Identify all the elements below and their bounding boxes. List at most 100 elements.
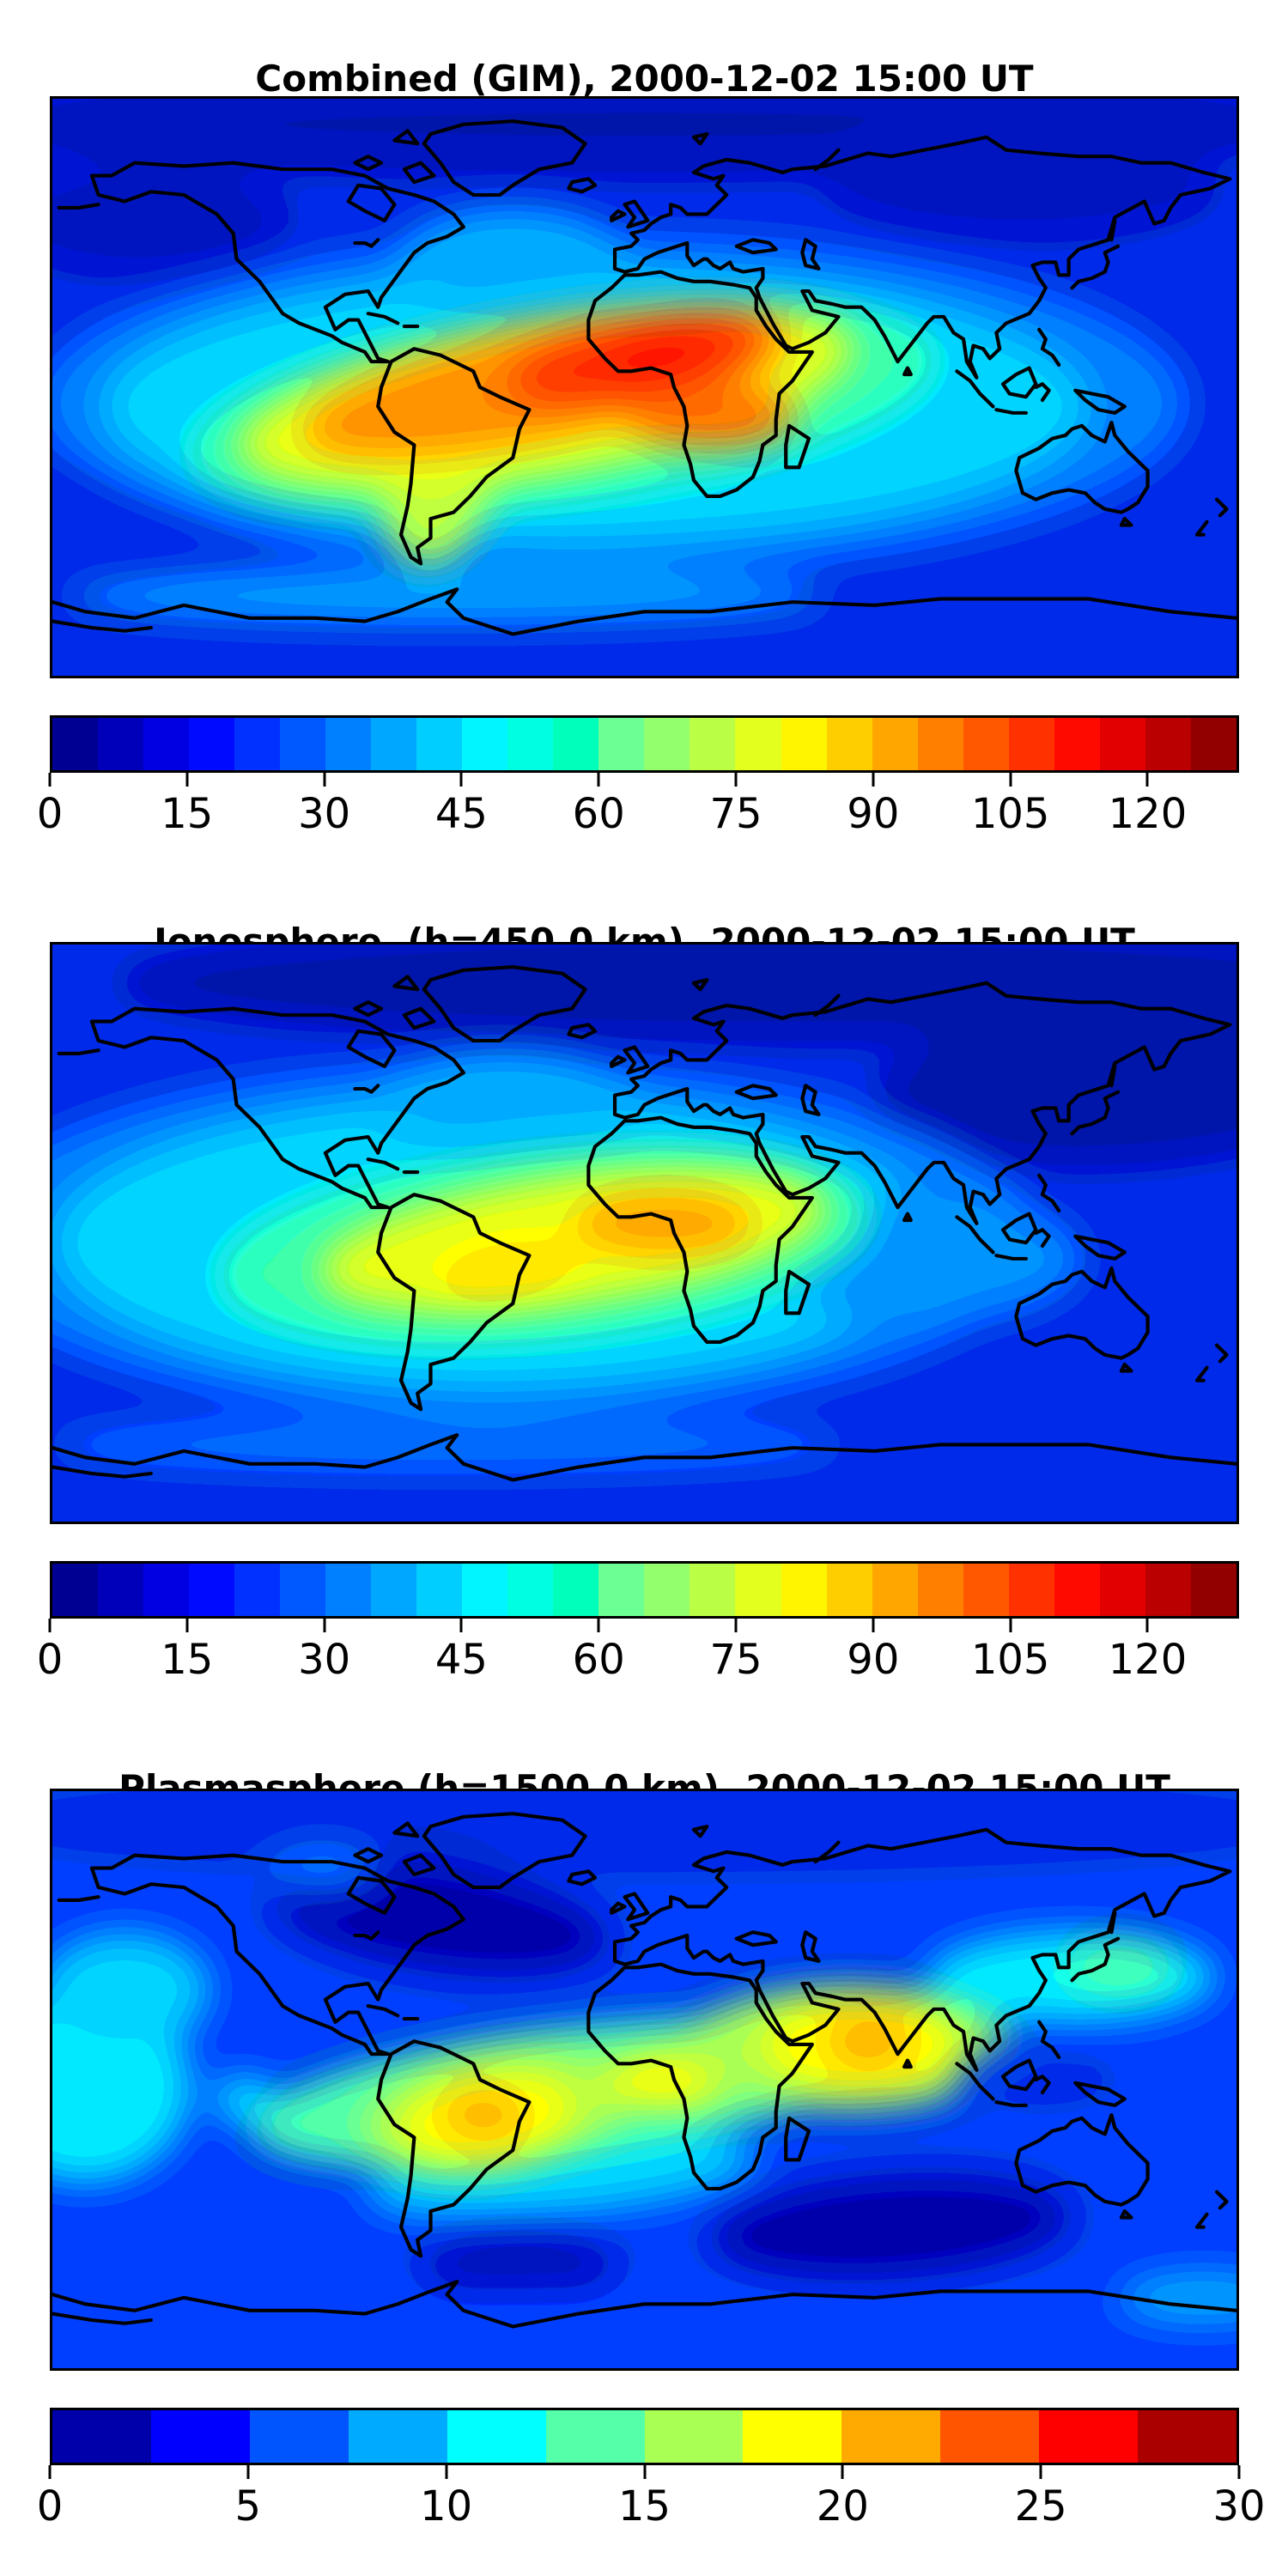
- colorbar-segment: [1008, 718, 1054, 770]
- colorbar-segment: [371, 718, 417, 770]
- colorbar-segment: [416, 1564, 463, 1616]
- colorbar-segment: [963, 718, 1009, 770]
- colorbar-tick: [459, 1619, 463, 1632]
- feature-antarctic-blue-band: [52, 2291, 1236, 2343]
- colorbar-tick: [643, 2465, 646, 2479]
- colorbar-segment: [743, 2410, 842, 2463]
- colorbar-segment: [234, 718, 281, 770]
- colorbar-tick: [597, 1619, 600, 1632]
- colorbar-tick: [1145, 773, 1149, 787]
- colorbar-segment: [781, 1564, 827, 1616]
- colorbar-segment: [1190, 718, 1236, 770]
- colorbar-tick: [445, 2465, 448, 2479]
- colorbar-tick: [459, 773, 463, 787]
- colorbar-combined: [50, 715, 1239, 773]
- feature-north-atlantic-cyan: [374, 1050, 638, 1160]
- colorbar-tick-label: 60: [572, 1636, 625, 1684]
- colorbar-segment: [1099, 1564, 1145, 1616]
- colorbar-segment: [52, 1564, 99, 1616]
- colorbar-segment: [1054, 1564, 1100, 1616]
- colorbar-segment: [98, 718, 144, 770]
- colorbar-segment: [1008, 1564, 1054, 1616]
- colorbar-ticks-plasmasphere: 0 5 10 15 20 25 30: [37, 2465, 1266, 2534]
- colorbar-tick-label: 75: [709, 790, 762, 838]
- colorbar-segment: [150, 2410, 250, 2463]
- colorbar-tick-label: 45: [434, 790, 488, 838]
- colorbar-segment: [940, 2410, 1040, 2463]
- colorbar-segment: [553, 718, 599, 770]
- colorbar-segment: [280, 1564, 326, 1616]
- colorbar-segment: [348, 2410, 447, 2463]
- colorbar-segment: [371, 1564, 417, 1616]
- colorbar-tick-label: 0: [36, 1636, 64, 1684]
- colorbar-tick-label: 15: [161, 1636, 214, 1684]
- contour-field: [52, 945, 1236, 1522]
- colorbar-tick-label: 30: [298, 1636, 351, 1684]
- colorbar-segment: [644, 2410, 744, 2463]
- feature-north-america-atlantic-trough: [270, 1863, 611, 1976]
- colorbar-ticks-combined: 0 15 30 45 60 75 90 105 120: [37, 773, 1239, 841]
- colorbar-segment: [234, 1564, 281, 1616]
- feature-congo-orange: [624, 384, 796, 448]
- colorbar-segment: [735, 718, 781, 770]
- colorbar-segment: [1099, 718, 1145, 770]
- colorbar-tick: [1009, 1619, 1012, 1632]
- colorbar-tick: [872, 773, 875, 787]
- feature-antarctic-lightblue-band: [52, 1419, 842, 1471]
- feature-japan-green: [1059, 1938, 1178, 1996]
- colorbar-tick-label: 105: [970, 790, 1050, 838]
- colorbar-tick-label: 75: [709, 1636, 762, 1684]
- colorbar-ionosphere: [50, 1561, 1239, 1619]
- colorbar-segment: [1039, 2410, 1139, 2463]
- colorbar-tick: [48, 2465, 52, 2479]
- colorbar-segment: [917, 718, 963, 770]
- colorbar-segment: [735, 1564, 781, 1616]
- colorbar-tick-label: 0: [36, 2482, 64, 2530]
- colorbar-tick-label: 120: [1108, 1636, 1188, 1684]
- colorbar-tick: [841, 2465, 844, 2479]
- colorbar-segment: [507, 1564, 554, 1616]
- colorbar-tick: [1039, 2465, 1042, 2479]
- feature-north-polar-low: [118, 945, 1236, 1041]
- colorbar-tick-label: 25: [1014, 2482, 1067, 2530]
- colorbar-tick-label: 5: [234, 2482, 262, 2530]
- feature-north-atlantic-cyan: [394, 207, 632, 324]
- feature-east-pacific-cyan-spot: [213, 2076, 273, 2122]
- colorbar-segment: [143, 718, 190, 770]
- colorbar-segment: [249, 2410, 349, 2463]
- colorbar-tick: [48, 773, 52, 787]
- colorbar-segment: [416, 718, 463, 770]
- contour-field: [52, 1791, 1236, 2368]
- colorbar-segment: [841, 2410, 941, 2463]
- colorbar-tick: [48, 1619, 52, 1632]
- colorbar-segment: [917, 1564, 963, 1616]
- tec-map-ionosphere: [50, 942, 1239, 1524]
- colorbar-tick: [246, 2465, 250, 2479]
- colorbar-tick: [734, 1619, 738, 1632]
- tec-map-combined: [50, 96, 1239, 678]
- colorbar-segment: [189, 718, 235, 770]
- colorbar-segment: [507, 718, 554, 770]
- colorbar-segment: [325, 718, 372, 770]
- feature-west-africa-orange-peak: [572, 1191, 756, 1256]
- colorbar-segment: [1145, 1564, 1191, 1616]
- feature-northeast-pacific-cyan: [52, 1932, 210, 2048]
- colorbar-tick: [872, 1619, 875, 1632]
- colorbar-tick-label: 30: [1212, 2482, 1266, 2530]
- colorbar-tick: [1237, 2465, 1241, 2479]
- feature-north-pacific-low: [52, 162, 293, 279]
- colorbar-segment: [598, 718, 645, 770]
- contour-field: [52, 99, 1236, 676]
- colorbar-segment: [447, 2410, 546, 2463]
- colorbar-plasmasphere: [50, 2408, 1239, 2465]
- feature-arabian-sea-orange-peak: [822, 2012, 914, 2070]
- colorbar-segment: [143, 1564, 190, 1616]
- colorbar-segment: [325, 1564, 372, 1616]
- colorbar-segment: [553, 1564, 599, 1616]
- colorbar-segment: [545, 2410, 645, 2463]
- colorbar-segment: [98, 1564, 144, 1616]
- feature-brazil-orange-peak: [437, 2089, 530, 2141]
- panel-ionosphere: Ionosphere (h=450.0 km), 2000-12-02 15:0…: [0, 846, 1288, 1692]
- colorbar-ticks-ionosphere: 0 15 30 45 60 75 90 105 120: [37, 1619, 1239, 1687]
